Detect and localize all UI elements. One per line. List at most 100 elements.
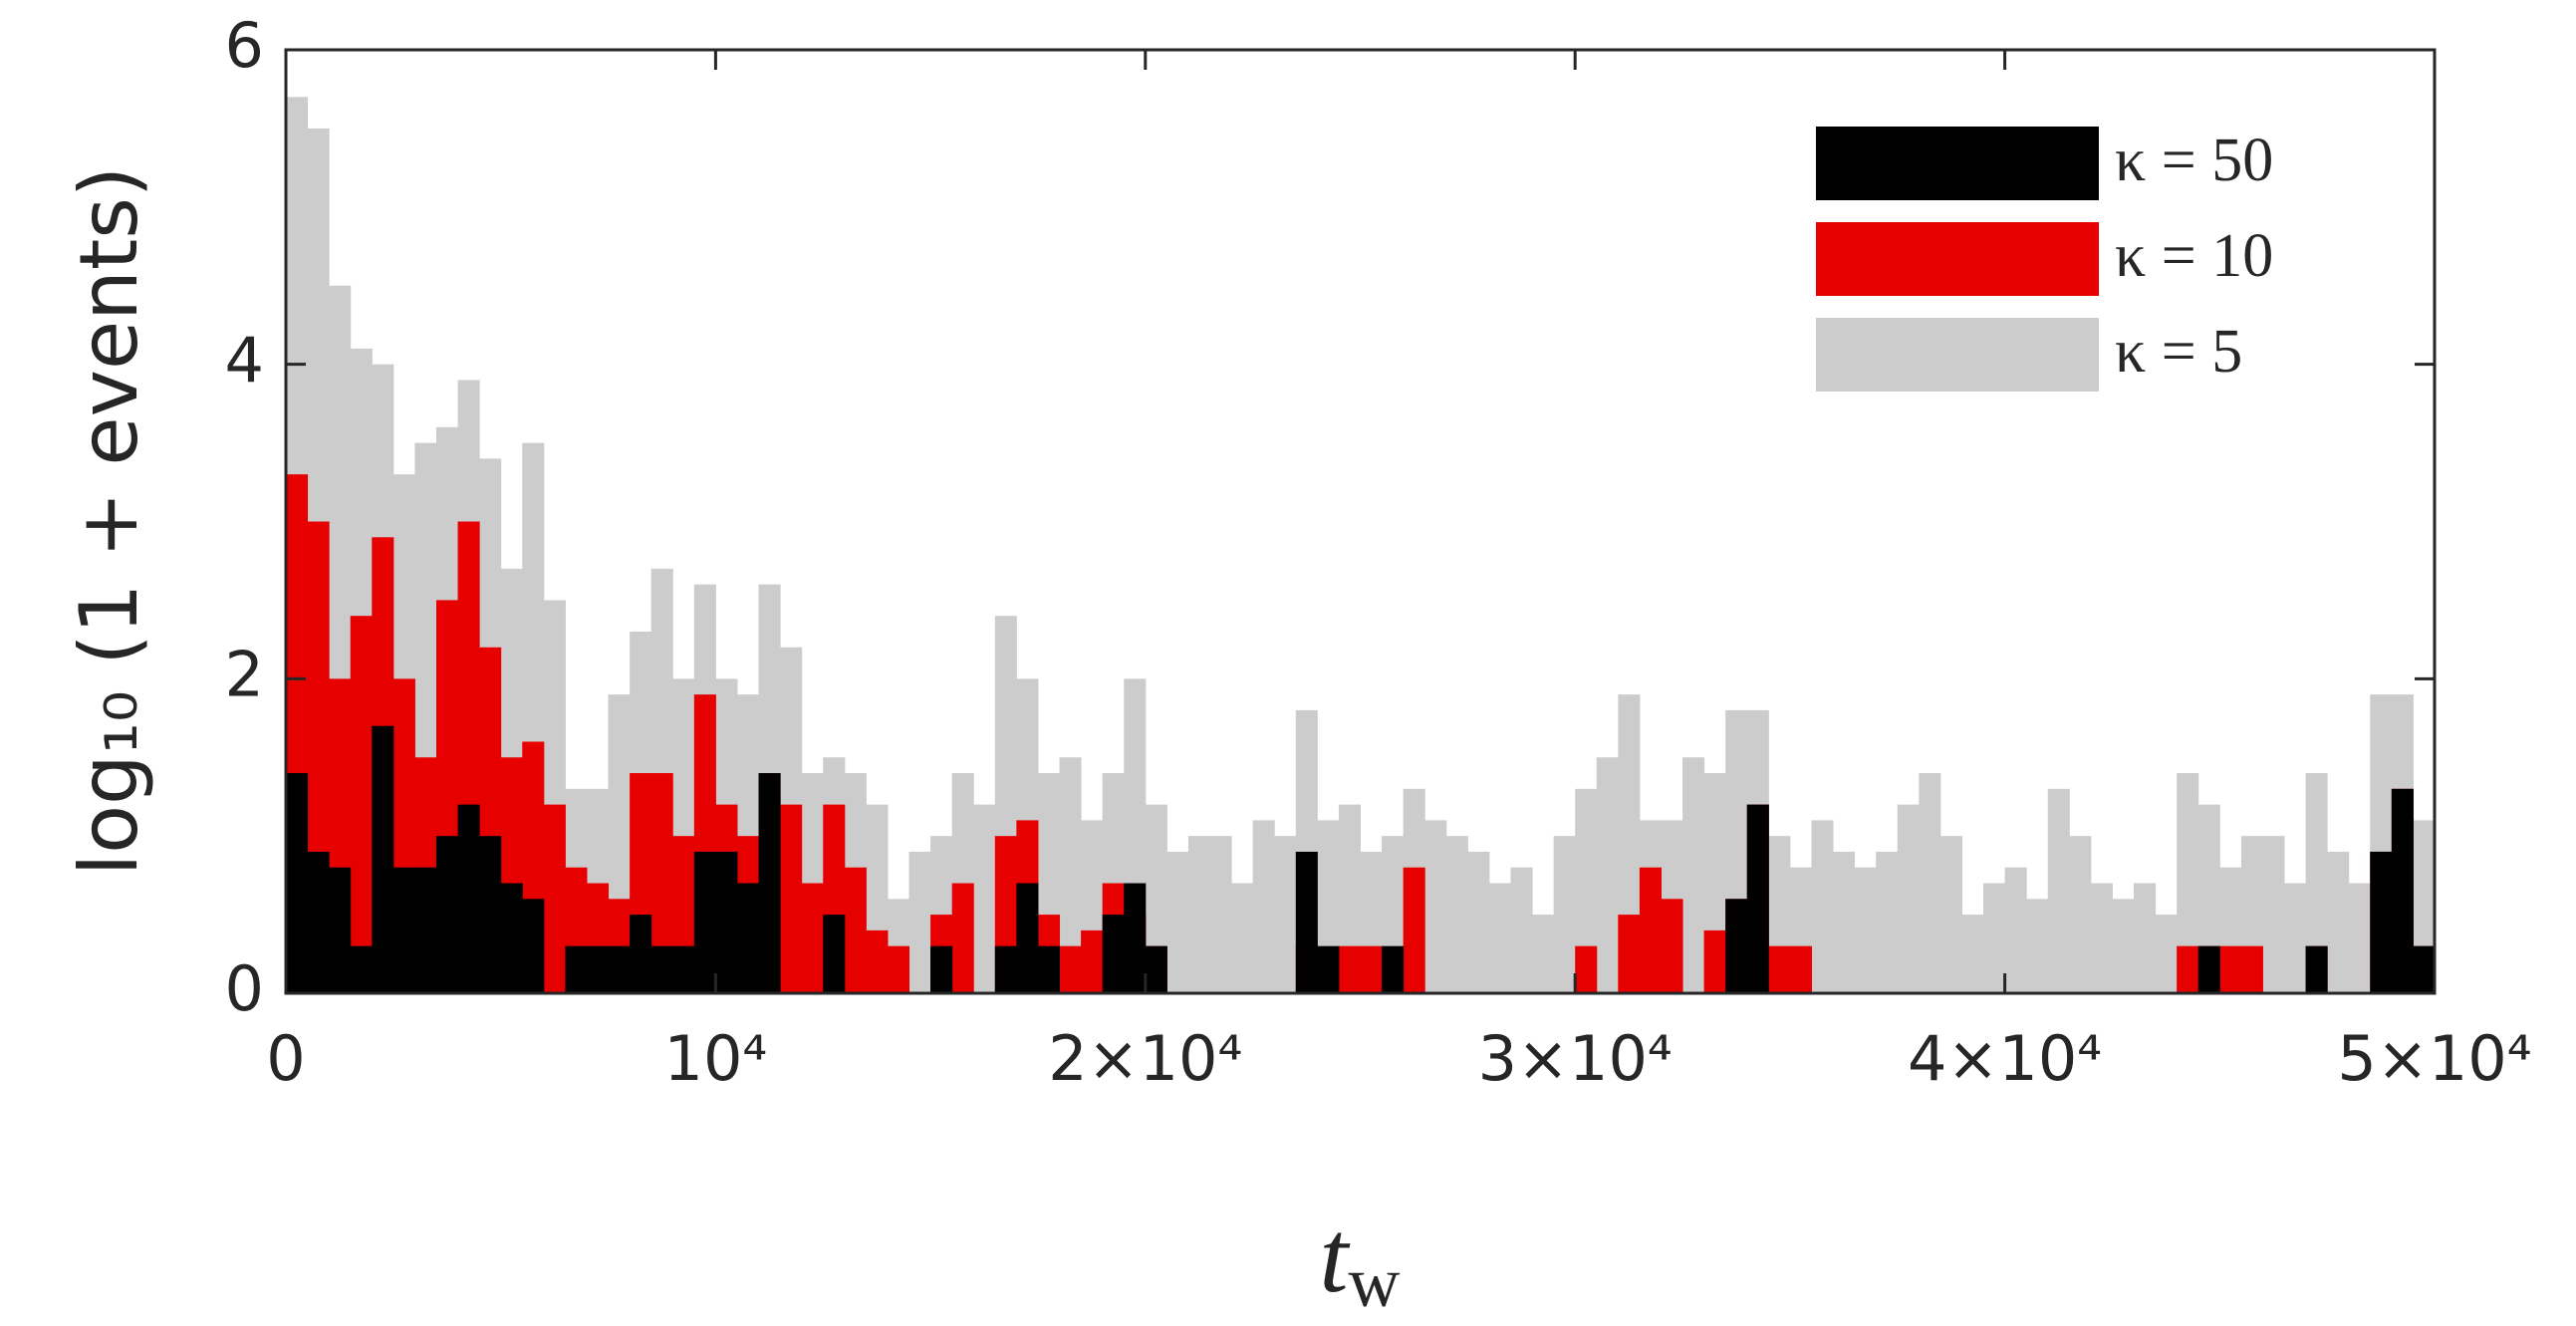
- bar: [307, 851, 330, 993]
- y-tick-label: 4: [225, 324, 264, 397]
- bar: [1102, 915, 1125, 993]
- bar: [994, 945, 1017, 993]
- bar: [1596, 757, 1619, 993]
- bar: [565, 945, 588, 993]
- bar: [823, 915, 846, 993]
- bar: [1897, 804, 1920, 993]
- bar: [780, 804, 803, 993]
- bar: [435, 836, 459, 993]
- bar: [1854, 867, 1877, 993]
- bar: [1295, 851, 1318, 993]
- plot-frame: [284, 48, 2437, 995]
- bar: [1445, 836, 1468, 993]
- legend-swatch: [1816, 318, 2099, 392]
- bar: [414, 867, 437, 993]
- y-tick-label: 6: [225, 9, 264, 82]
- bar: [650, 773, 673, 993]
- bar: [1510, 867, 1533, 993]
- bar: [866, 929, 889, 993]
- bar: [2177, 773, 2199, 993]
- bar: [1661, 899, 1683, 993]
- bar: [2284, 883, 2307, 993]
- bar: [672, 945, 695, 993]
- bar: [1639, 867, 1662, 993]
- bar: [1725, 899, 1748, 993]
- x-axis-label: tw: [1320, 1199, 1401, 1322]
- bar: [1961, 915, 1984, 993]
- x-axis-label-sub: w: [1348, 1242, 1400, 1322]
- bar: [2327, 851, 2350, 993]
- bar: [1382, 945, 1405, 993]
- bar: [522, 899, 545, 993]
- bar: [2026, 899, 2049, 993]
- bar: [1768, 945, 1791, 993]
- bar: [1618, 915, 1641, 993]
- bar: [2047, 788, 2070, 993]
- bar: [2240, 945, 2263, 993]
- bar: [2177, 945, 2199, 993]
- x-tick-label: 4×10⁴: [1908, 1022, 2102, 1095]
- bar: [887, 945, 910, 993]
- bar: [1703, 929, 1726, 993]
- bar: [2370, 851, 2393, 993]
- bar: [1037, 945, 1061, 993]
- bar: [1360, 945, 1383, 993]
- bar: [2090, 883, 2113, 993]
- bar: [608, 945, 631, 993]
- x-tick-label: 0: [266, 1022, 305, 1095]
- bar: [973, 804, 996, 993]
- bar: [1166, 851, 1189, 993]
- bar: [543, 804, 566, 993]
- bar: [1424, 820, 1447, 993]
- x-tick-label: 10⁴: [664, 1022, 768, 1095]
- bar: [1467, 851, 1490, 993]
- bar: [1338, 945, 1361, 993]
- bar: [650, 945, 673, 993]
- legend-label: κ = 50: [2115, 127, 2273, 194]
- bar: [329, 867, 352, 993]
- bar: [2004, 867, 2027, 993]
- bar: [457, 804, 480, 993]
- bar: [1317, 945, 1340, 993]
- bar: [1231, 883, 1254, 993]
- bar: [1145, 945, 1167, 993]
- bar: [715, 851, 738, 993]
- bar: [1876, 851, 1899, 993]
- bar: [1682, 757, 1705, 993]
- bar: [350, 616, 373, 993]
- x-tick-label: 5×10⁴: [2337, 1022, 2531, 1095]
- bar: [286, 773, 309, 993]
- y-tick-label: 2: [225, 638, 264, 710]
- bar: [1016, 883, 1039, 993]
- bar: [2197, 945, 2220, 993]
- y-tick-label: 0: [225, 952, 264, 1025]
- bar: [1919, 773, 1941, 993]
- bar: [2348, 883, 2371, 993]
- bar: [1789, 945, 1812, 993]
- legend-swatch: [1816, 127, 2099, 200]
- bar: [2219, 945, 2242, 993]
- bar: [350, 945, 373, 993]
- bar: [2112, 899, 2135, 993]
- bar: [1209, 836, 1232, 993]
- bar: [2155, 915, 2178, 993]
- x-axis-label-main: t: [1320, 1199, 1351, 1314]
- bar: [586, 945, 610, 993]
- bar: [1746, 804, 1769, 993]
- bar: [1124, 883, 1147, 993]
- bar: [693, 851, 716, 993]
- bar: [908, 851, 931, 993]
- bar: [2305, 773, 2328, 993]
- bar: [951, 883, 974, 993]
- bar: [1081, 929, 1104, 993]
- bar: [736, 883, 760, 993]
- bar: [1532, 915, 1555, 993]
- bar: [1059, 757, 1082, 993]
- bar: [1488, 883, 1511, 993]
- bar: [801, 883, 824, 993]
- bar: [1575, 788, 1598, 993]
- legend-label: κ = 5: [2115, 318, 2242, 386]
- bar: [1187, 836, 1211, 993]
- bar: [1403, 867, 1425, 993]
